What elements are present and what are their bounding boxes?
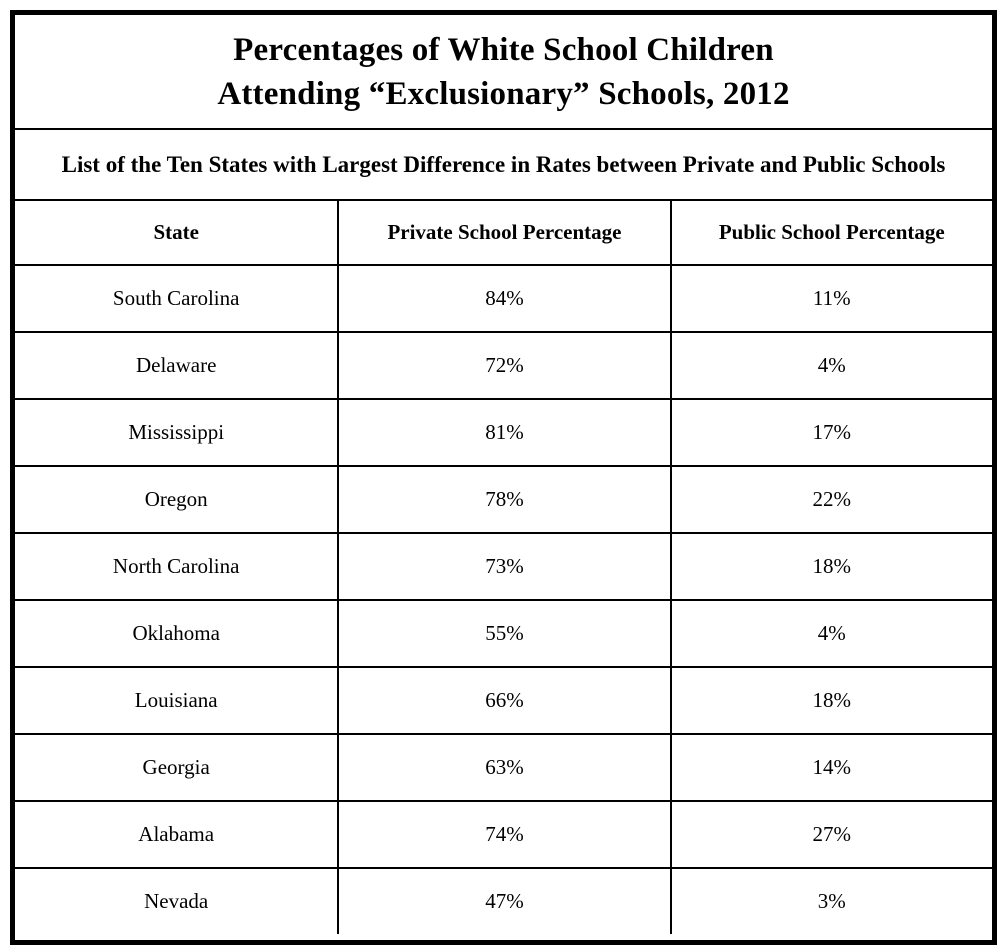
state-cell: South Carolina bbox=[15, 264, 340, 333]
table-figure-frame: Percentages of White School Children Att… bbox=[10, 10, 997, 945]
figure-title-line-2: Attending “Exclusionary” Schools, 2012 bbox=[217, 75, 790, 112]
table-row: Louisiana 66% 18% bbox=[15, 666, 992, 735]
private-pct-cell: 74% bbox=[337, 800, 672, 869]
private-pct-cell: 78% bbox=[337, 465, 672, 534]
private-pct-cell: 47% bbox=[337, 867, 672, 934]
state-cell: Alabama bbox=[15, 800, 340, 869]
private-pct-cell: 63% bbox=[337, 733, 672, 802]
table-row: Nevada 47% 3% bbox=[15, 867, 992, 934]
table-row: South Carolina 84% 11% bbox=[15, 264, 992, 333]
private-pct-cell: 72% bbox=[337, 331, 672, 400]
state-cell: Oregon bbox=[15, 465, 340, 534]
figure-title: Percentages of White School Children Att… bbox=[15, 15, 992, 130]
states-data-table: State Private School Percentage Public S… bbox=[15, 201, 992, 934]
table-row: North Carolina 73% 18% bbox=[15, 532, 992, 601]
table-header-row: State Private School Percentage Public S… bbox=[15, 201, 992, 266]
private-pct-cell: 81% bbox=[337, 398, 672, 467]
state-cell: Louisiana bbox=[15, 666, 340, 735]
figure-title-line-1: Percentages of White School Children bbox=[233, 31, 774, 68]
column-header-public: Public School Percentage bbox=[669, 201, 992, 266]
state-cell: Georgia bbox=[15, 733, 340, 802]
public-pct-cell: 27% bbox=[669, 800, 992, 869]
public-pct-cell: 17% bbox=[669, 398, 992, 467]
table-row: Delaware 72% 4% bbox=[15, 331, 992, 400]
state-cell: North Carolina bbox=[15, 532, 340, 601]
table-row: Alabama 74% 27% bbox=[15, 800, 992, 869]
state-cell: Delaware bbox=[15, 331, 340, 400]
column-header-state: State bbox=[15, 201, 340, 266]
private-pct-cell: 66% bbox=[337, 666, 672, 735]
public-pct-cell: 3% bbox=[669, 867, 992, 934]
public-pct-cell: 14% bbox=[669, 733, 992, 802]
column-header-private: Private School Percentage bbox=[337, 201, 672, 266]
table-row: Oklahoma 55% 4% bbox=[15, 599, 992, 668]
figure-subtitle: List of the Ten States with Largest Diff… bbox=[15, 130, 992, 201]
private-pct-cell: 73% bbox=[337, 532, 672, 601]
table-row: Mississippi 81% 17% bbox=[15, 398, 992, 467]
public-pct-cell: 11% bbox=[669, 264, 992, 333]
public-pct-cell: 22% bbox=[669, 465, 992, 534]
table-row: Georgia 63% 14% bbox=[15, 733, 992, 802]
public-pct-cell: 18% bbox=[669, 666, 992, 735]
private-pct-cell: 55% bbox=[337, 599, 672, 668]
public-pct-cell: 4% bbox=[669, 331, 992, 400]
table-row: Oregon 78% 22% bbox=[15, 465, 992, 534]
public-pct-cell: 18% bbox=[669, 532, 992, 601]
public-pct-cell: 4% bbox=[669, 599, 992, 668]
state-cell: Oklahoma bbox=[15, 599, 340, 668]
private-pct-cell: 84% bbox=[337, 264, 672, 333]
state-cell: Mississippi bbox=[15, 398, 340, 467]
state-cell: Nevada bbox=[15, 867, 340, 934]
